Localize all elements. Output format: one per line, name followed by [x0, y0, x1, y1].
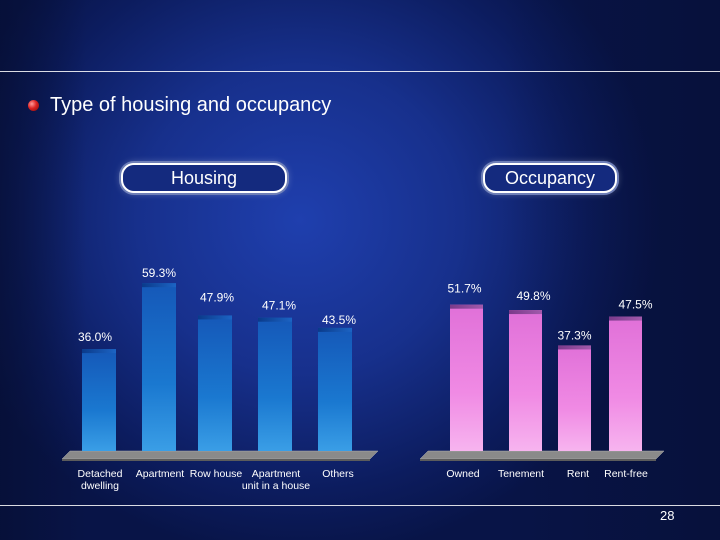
chart-1-category-label-4: Apartment	[252, 468, 301, 480]
top-rule	[0, 71, 720, 72]
chart-1-bar-4	[258, 317, 292, 451]
chart-1-category-label-1: Detached	[78, 468, 123, 480]
page-number: 28	[660, 508, 675, 523]
chart-2-bar-3	[558, 345, 591, 451]
chart-2-bar-2-cap	[509, 310, 542, 315]
chart-2-category-label-1: Owned	[446, 468, 479, 480]
bullet-icon	[28, 100, 39, 111]
chart-2-floor	[419, 450, 665, 460]
chart-2-data-label-2: 49.8%	[516, 289, 550, 303]
chart-1-category-label-4: unit in a house	[242, 480, 310, 492]
chart-1-bar-2	[142, 283, 176, 451]
chart-2-data-label-1: 51.7%	[447, 282, 481, 296]
chart-2-bar-2	[509, 310, 542, 451]
chart-1-bar-5	[318, 327, 352, 451]
chart-1-category-label-2: Apartment	[136, 468, 185, 480]
chart-1-data-label-1: 36.0%	[78, 330, 112, 344]
chart-2-data-label-3: 37.3%	[557, 328, 591, 342]
chart-2-data-label-4: 47.5%	[618, 298, 652, 312]
chart-2-category-label-2: Tenement	[498, 468, 544, 480]
chart-2-category-label-4: Rent-free	[604, 468, 648, 480]
chart-2-floor-edge	[420, 459, 656, 461]
chart-2-bar-1-cap	[450, 304, 483, 309]
chart-1-data-label-2: 59.3%	[142, 266, 176, 280]
chart-1-category-label-3: Row house	[190, 468, 243, 480]
chart-1-bar-4-cap	[258, 317, 292, 322]
chart-2-bar-4-cap	[609, 316, 642, 321]
chart-1-floor-edge	[62, 459, 370, 461]
chart-1-floor	[61, 450, 379, 460]
chart-1-bar-3	[198, 315, 232, 451]
chart-1-category-label-1: dwelling	[81, 480, 119, 492]
chart-1-category-label-5: Others	[322, 468, 354, 480]
chart-1-bar-5-cap	[318, 327, 352, 332]
chart-2-bar-3-cap	[558, 345, 591, 350]
chart-1-bar-1-cap	[82, 349, 116, 354]
occupancy-chart-title: Occupancy	[483, 163, 617, 193]
chart-1-data-label-3: 47.9%	[200, 290, 234, 304]
chart-1-bar-2-cap	[142, 283, 176, 288]
housing-chart-title: Housing	[121, 163, 287, 193]
chart-1-data-label-4: 47.1%	[262, 299, 296, 313]
chart-2-category-label-3: Rent	[567, 468, 589, 480]
chart-1-bar-3-cap	[198, 315, 232, 320]
bottom-rule	[0, 505, 720, 506]
chart-2-bar-4	[609, 316, 642, 451]
chart-1-bar-1	[82, 349, 116, 451]
slide-title: Type of housing and occupancy	[50, 94, 332, 116]
chart-1-data-label-5: 43.5%	[322, 313, 356, 327]
chart-2-bar-1	[450, 304, 483, 451]
